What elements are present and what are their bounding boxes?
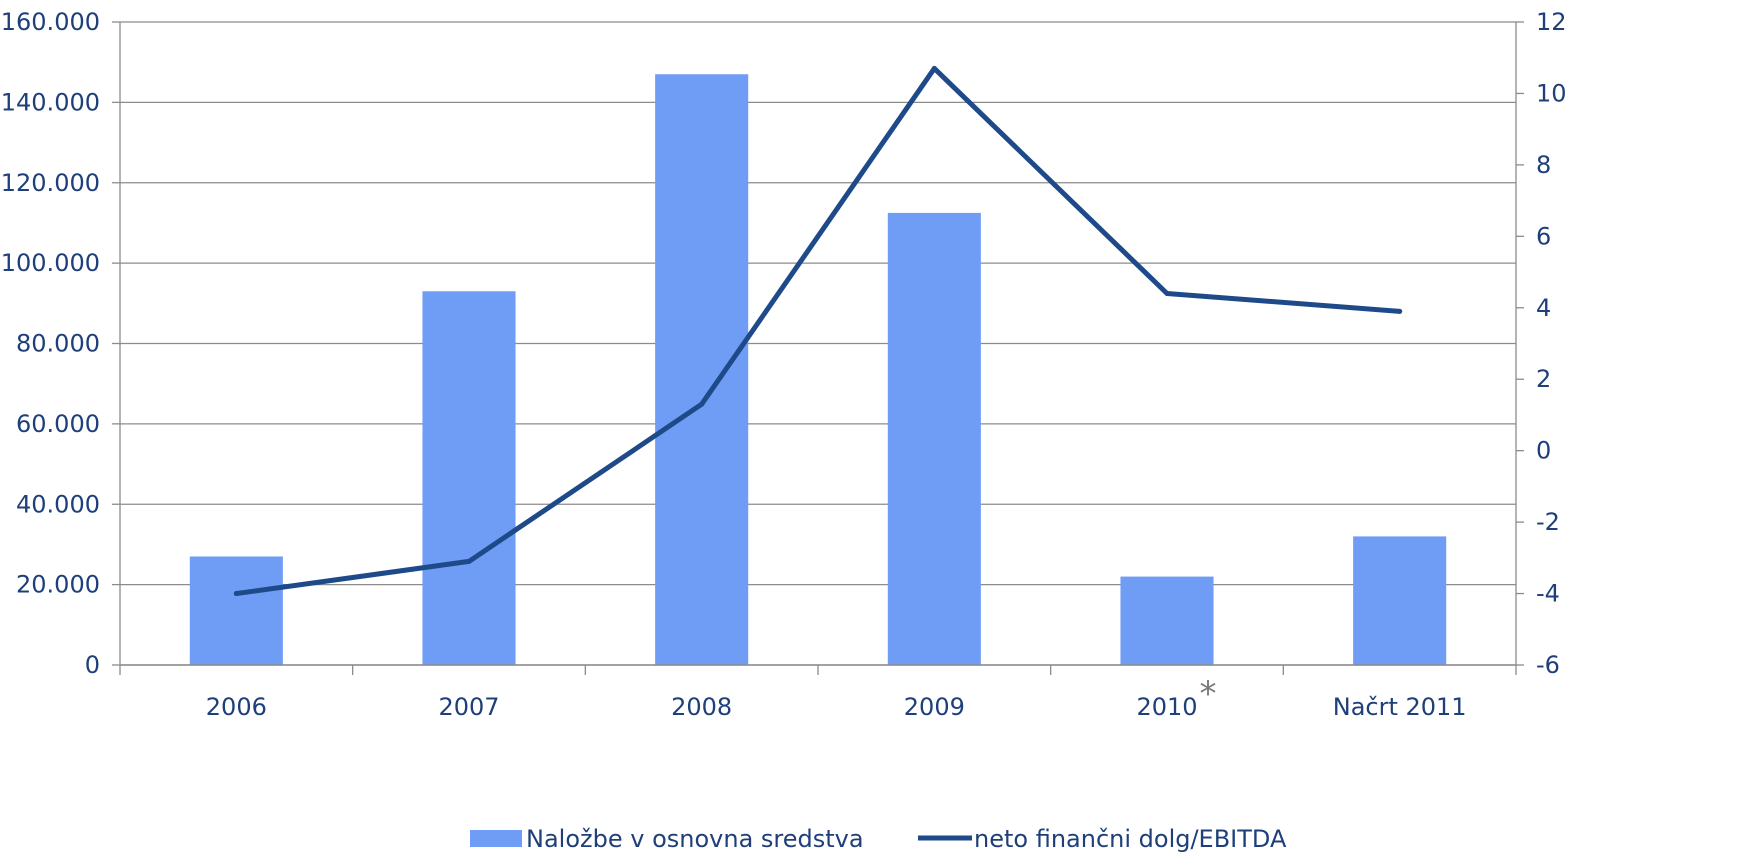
bar: [655, 74, 749, 665]
line-series: [233, 65, 1403, 597]
legend-swatch-bar: [470, 830, 522, 847]
right-axis-tick-label: 0: [1536, 437, 1551, 465]
left-axis-tick-label: 20.000: [16, 571, 100, 599]
left-axis-tick-label: 40.000: [16, 490, 100, 518]
legend-label-bar: Naložbe v osnovna sredstva: [526, 825, 864, 853]
bar: [1353, 536, 1447, 665]
bar: [422, 291, 516, 665]
line-point: [1397, 308, 1403, 314]
right-axis-tick-label: 12: [1536, 8, 1567, 36]
bars-layer: [189, 74, 1447, 665]
x-axis-tick-label: 2009: [904, 693, 965, 721]
right-axis-tick-label: -2: [1536, 508, 1560, 536]
line-point: [466, 558, 472, 564]
line-point: [1164, 290, 1170, 296]
legend-label-line: neto finančni dolg/EBITDA: [974, 825, 1287, 853]
right-axis-tick-label: 8: [1536, 151, 1551, 179]
right-axis-tick-label: 4: [1536, 294, 1551, 322]
x-axis-tick-label: 2006: [206, 693, 267, 721]
left-axis-tick-label: 100.000: [1, 249, 100, 277]
line-point: [233, 591, 239, 597]
category-annotation: *: [1200, 674, 1217, 714]
axes-layer: [112, 21, 1524, 675]
bar: [189, 556, 283, 665]
x-axis-tick-label: 2010: [1136, 693, 1197, 721]
x-axis-tick-label: 2008: [671, 693, 732, 721]
left-axis-tick-label: 60.000: [16, 410, 100, 438]
grid-layer: [120, 21, 1516, 666]
x-axis-tick-label: Načrt 2011: [1333, 693, 1467, 721]
bar: [1120, 576, 1214, 665]
line-layer: [233, 65, 1403, 597]
right-axis-tick-label: 10: [1536, 79, 1567, 107]
left-axis-tick-label: 80.000: [16, 330, 100, 358]
right-axis-tick-label: 2: [1536, 365, 1551, 393]
right-axis-tick-label: 6: [1536, 222, 1551, 250]
left-axis-tick-label: 140.000: [1, 88, 100, 116]
bar: [887, 212, 981, 665]
left-axis-tick-label: 0: [85, 651, 100, 679]
labels-layer: 0 20.000 40.000 60.000 80.000 100.000 120.000 1…: [1, 8, 1567, 721]
right-axis-tick-label: -6: [1536, 651, 1560, 679]
left-axis-tick-label: 120.000: [1, 169, 100, 197]
line-point: [699, 401, 705, 407]
line-point: [931, 65, 937, 71]
x-axis-tick-label: 2007: [438, 693, 499, 721]
left-axis-tick-label: 160.000: [1, 8, 100, 36]
right-axis-tick-label: -4: [1536, 580, 1560, 608]
legend: Naložbe v osnovna sredstva neto finančni …: [470, 825, 1287, 853]
